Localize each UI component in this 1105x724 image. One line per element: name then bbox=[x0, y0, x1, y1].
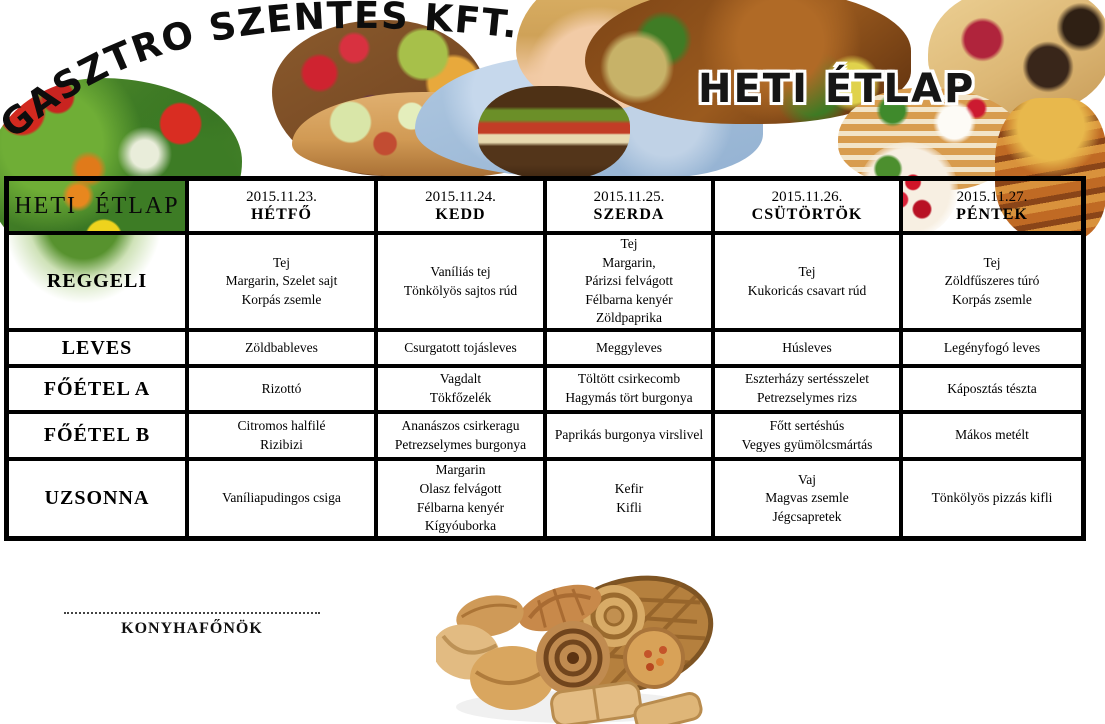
column-header-wednesday: 2015.11.25. SZERDA bbox=[545, 179, 713, 233]
menu-cell-reggeli-wednesday: Tej Margarin, Párizsi felvágott Félbarna… bbox=[545, 233, 713, 330]
menu-cell-foetel-a-monday: Rizottó bbox=[187, 366, 376, 412]
column-header-thursday: 2015.11.26. CSÜTÖRTÖK bbox=[713, 179, 901, 233]
menu-cell-leves-wednesday: Meggyleves bbox=[545, 330, 713, 366]
menu-cell-leves-friday: Legényfogó leves bbox=[901, 330, 1083, 366]
menu-cell-uzsonna-tuesday: Margarin Olasz felvágott Félbarna kenyér… bbox=[376, 459, 545, 538]
date-wednesday: 2015.11.25. bbox=[593, 188, 665, 205]
pastries-photo bbox=[436, 575, 714, 724]
date-thursday: 2015.11.26. bbox=[771, 188, 843, 205]
menu-cell-uzsonna-thursday: Vaj Magvas zsemle Jégcsapretek bbox=[713, 459, 901, 538]
column-header-monday: 2015.11.23. HÉTFŐ bbox=[187, 179, 376, 233]
row-label-foetel-b: FŐÉTEL B bbox=[7, 412, 187, 459]
menu-cell-foetel-b-tuesday: Ananászos csirkeragu Petrezselymes burgo… bbox=[376, 412, 545, 459]
menu-cell-uzsonna-monday: Vaníliapudingos csiga bbox=[187, 459, 376, 538]
column-header-tuesday: 2015.11.24. KEDD bbox=[376, 179, 545, 233]
day-friday: PÉNTEK bbox=[956, 205, 1028, 223]
svg-text:GASZTRO SZENTES KFT.: GASZTRO SZENTES KFT. bbox=[0, 0, 520, 147]
roast-platter-photo bbox=[585, 0, 911, 124]
corner-label: HETI ÉTLAP bbox=[14, 192, 180, 219]
menu-cell-foetel-b-wednesday: Paprikás burgonya virslivel bbox=[545, 412, 713, 459]
column-header-friday: 2015.11.27. PÉNTEK bbox=[901, 179, 1083, 233]
menu-cell-foetel-b-friday: Mákos metélt bbox=[901, 412, 1083, 459]
day-thursday: CSÜTÖRTÖK bbox=[751, 205, 863, 223]
menu-cell-foetel-a-thursday: Eszterházy sertésszelet Petrezselymes ri… bbox=[713, 366, 901, 412]
menu-cell-uzsonna-wednesday: Kefir Kifli bbox=[545, 459, 713, 538]
row-label-uzsonna: UZSONNA bbox=[7, 459, 187, 538]
signature-block: KONYHAFŐNÖK bbox=[64, 612, 320, 638]
menu-cell-reggeli-tuesday: Vaníliás tej Tönkölyös sajtos rúd bbox=[376, 233, 545, 330]
weekly-menu-table: HETI ÉTLAP 2015.11.23. HÉTFŐ 2015.11.24.… bbox=[4, 176, 1086, 541]
menu-cell-foetel-a-tuesday: Vagdalt Tökfőzelék bbox=[376, 366, 545, 412]
menu-cell-reggeli-friday: Tej Zöldfűszeres túró Korpás zsemle bbox=[901, 233, 1083, 330]
page-title: HETI ÉTLAP bbox=[698, 66, 976, 112]
table-corner-header: HETI ÉTLAP bbox=[7, 179, 187, 233]
menu-cell-foetel-b-monday: Citromos halfilé Rizibizi bbox=[187, 412, 376, 459]
menu-cell-leves-tuesday: Csurgatott tojásleves bbox=[376, 330, 545, 366]
menu-cell-foetel-b-thursday: Főtt sertéshús Vegyes gyümölcsmártás bbox=[713, 412, 901, 459]
menu-cell-foetel-a-wednesday: Töltött csirkecomb Hagymás tört burgonya bbox=[545, 366, 713, 412]
company-name-arc: GASZTRO SZENTES KFT. bbox=[0, 0, 520, 147]
date-tuesday: 2015.11.24. bbox=[425, 188, 496, 205]
signature-label: KONYHAFŐNÖK bbox=[121, 620, 263, 637]
menu-cell-foetel-a-friday: Káposztás tészta bbox=[901, 366, 1083, 412]
menu-cell-leves-thursday: Húsleves bbox=[713, 330, 901, 366]
menu-cell-uzsonna-friday: Tönkölyös pizzás kifli bbox=[901, 459, 1083, 538]
row-label-foetel-a: FŐÉTEL A bbox=[7, 366, 187, 412]
signature-dotted-line bbox=[64, 612, 320, 614]
menu-cell-reggeli-thursday: Tej Kukoricás csavart rúd bbox=[713, 233, 901, 330]
day-tuesday: KEDD bbox=[435, 205, 486, 223]
menu-cell-reggeli-monday: Tej Margarin, Szelet sajt Korpás zsemle bbox=[187, 233, 376, 330]
date-monday: 2015.11.23. bbox=[246, 188, 317, 205]
day-monday: HÉTFŐ bbox=[250, 205, 312, 223]
boy-sandwich-photo bbox=[478, 86, 630, 180]
menu-cell-leves-monday: Zöldbableves bbox=[187, 330, 376, 366]
company-name: GASZTRO SZENTES KFT. bbox=[0, 0, 519, 147]
date-friday: 2015.11.27. bbox=[956, 188, 1028, 205]
row-label-leves: LEVES bbox=[7, 330, 187, 366]
day-wednesday: SZERDA bbox=[593, 205, 665, 223]
lasagna-photo bbox=[995, 98, 1105, 240]
row-label-reggeli: REGGELI bbox=[7, 233, 187, 330]
